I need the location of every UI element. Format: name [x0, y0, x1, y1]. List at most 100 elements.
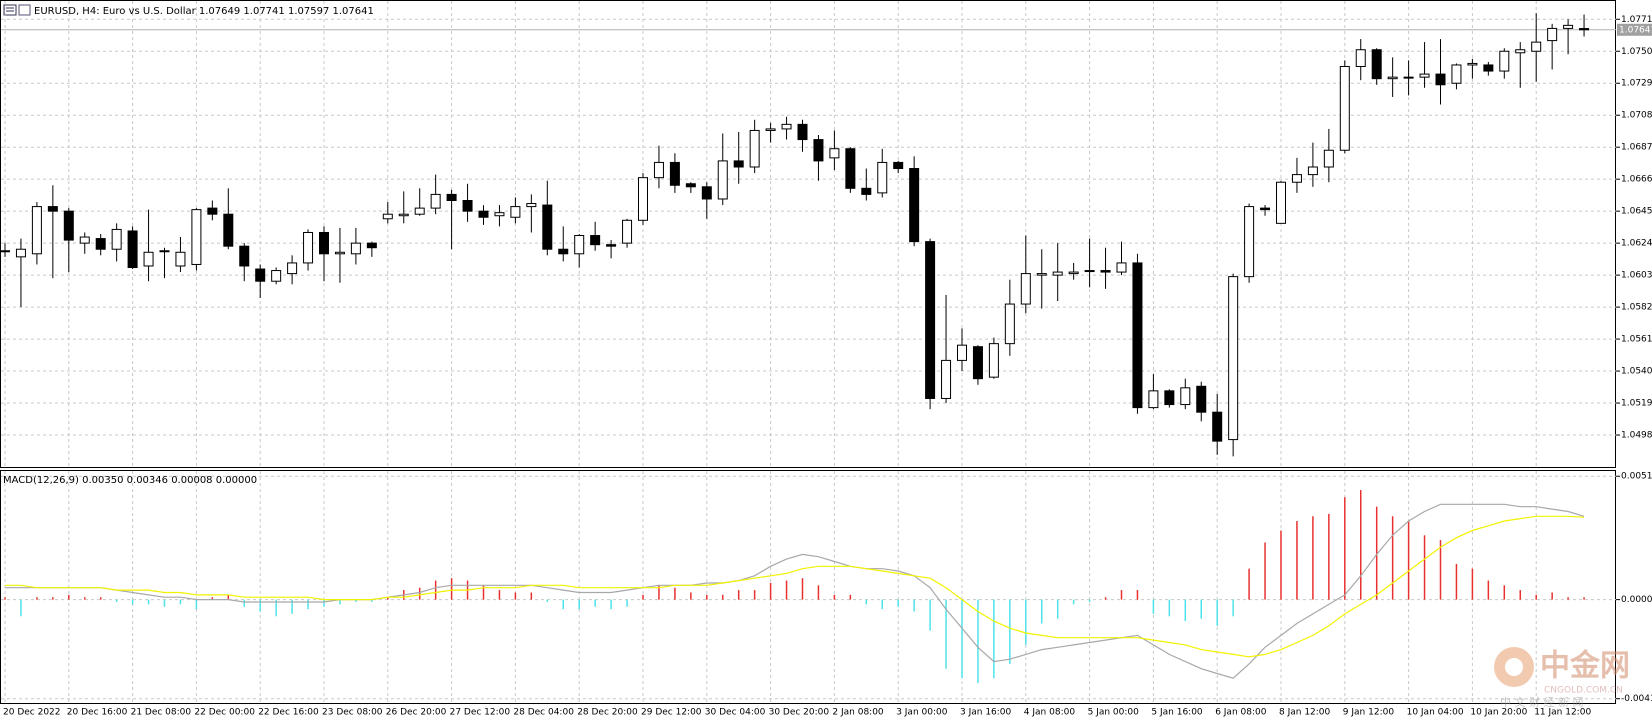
x-tick-label: 5 Jan 16:00: [1151, 708, 1203, 718]
candle-body: [207, 207, 218, 215]
x-tick-label: 6 Jan 08:00: [1215, 708, 1267, 718]
candle-body: [1547, 27, 1558, 42]
candle-body: [669, 161, 680, 186]
x-tick-label: 9 Jan 12:00: [1343, 708, 1395, 718]
candle-body: [941, 359, 952, 399]
candle-body: [733, 160, 744, 168]
candle-body: [1531, 41, 1542, 52]
candle-body: [1371, 49, 1382, 80]
candle-body: [1036, 273, 1047, 276]
main-panel: [0, 0, 1616, 468]
candle-body: [893, 161, 904, 170]
current-price-label: 1.07641: [1619, 25, 1652, 35]
x-tick-label: 22 Dec 00:00: [194, 708, 255, 718]
candle-body: [1004, 303, 1015, 345]
candle-body: [350, 242, 361, 255]
candle-body: [1499, 50, 1510, 72]
candle-body: [111, 228, 122, 250]
y-tick-label: 1.05400: [1621, 367, 1652, 377]
x-tick-label: 10 Jan 04:00: [1407, 708, 1464, 718]
candle-body: [159, 250, 170, 253]
candle-body: [1228, 276, 1239, 441]
candle-body: [510, 206, 521, 218]
candle-body: [63, 210, 74, 241]
x-tick-label: 28 Dec 20:00: [577, 708, 638, 718]
candle-body: [1579, 28, 1590, 31]
x-tick-label: 2 Jan 08:00: [832, 708, 884, 718]
x-tick-label: 22 Dec 16:00: [258, 708, 319, 718]
candle-body: [909, 168, 920, 243]
candle-body: [366, 242, 377, 249]
candle-body: [271, 270, 282, 282]
candle-body: [143, 251, 154, 267]
x-tick-label: 11 Jan 12:00: [1534, 708, 1591, 718]
candle-body: [1132, 262, 1143, 409]
candle-body: [1419, 73, 1430, 78]
macd-line: [5, 515, 1585, 658]
candle-body: [303, 231, 314, 264]
candle-body: [462, 199, 473, 212]
candle-body: [398, 213, 409, 217]
y-tick-label: 1.06450: [1621, 207, 1652, 217]
candle-body: [382, 213, 393, 220]
candle-body: [526, 203, 537, 208]
candle-body: [1451, 64, 1462, 84]
candle-body: [319, 231, 329, 255]
y-tick-label: 1.05190: [1621, 399, 1652, 409]
current-price-box: [1617, 23, 1652, 36]
candle-body: [590, 235, 601, 246]
candle-body: [1483, 64, 1494, 72]
x-tick-label: 27 Dec 12:00: [450, 708, 511, 718]
x-tick-label: 20 Dec 2022: [3, 708, 61, 718]
candle-body: [191, 209, 202, 265]
y-tick-label: 0.00518: [1621, 472, 1652, 482]
y-tick-label: 0.00000: [1621, 595, 1652, 605]
candle-body: [1307, 166, 1318, 176]
candle-body: [653, 161, 664, 179]
x-tick-label: 29 Dec 12:00: [641, 708, 702, 718]
candle-body: [925, 241, 936, 399]
x-tick-label: 20 Dec 16:00: [67, 708, 128, 718]
candle-body: [79, 236, 90, 244]
y-tick-label: 1.06030: [1621, 271, 1652, 281]
y-tick-label: 1.05610: [1621, 335, 1652, 345]
x-tick-label: 30 Dec 20:00: [769, 708, 830, 718]
candle-body: [877, 161, 888, 194]
candle-body: [494, 212, 505, 217]
candle-body: [446, 193, 457, 201]
candle-body: [1260, 207, 1271, 211]
x-tick-label: 8 Jan 12:00: [1279, 708, 1331, 718]
candle-body: [638, 177, 648, 221]
y-tick-label: 1.07710: [1621, 15, 1652, 25]
candle-body: [1563, 24, 1574, 29]
candle-body: [15, 248, 26, 258]
candle-body: [1435, 73, 1446, 86]
y-tick-label: 1.04980: [1621, 431, 1652, 441]
candle-body: [1164, 390, 1175, 406]
candle-body: [1355, 49, 1366, 67]
candle-body: [861, 187, 872, 195]
x-tick-label: 28 Dec 04:00: [513, 708, 574, 718]
candle-body: [0, 250, 10, 253]
candle-body: [765, 128, 776, 131]
candle-body: [1291, 174, 1302, 183]
candle-body: [47, 206, 58, 212]
candle-body: [334, 251, 345, 255]
y-tick-label: 1.07080: [1621, 111, 1652, 121]
watermark-site: CNGOLD.COM.CN: [1544, 686, 1623, 696]
candle-body: [1116, 262, 1127, 273]
x-tick-label: 5 Jan 00:00: [1088, 708, 1140, 718]
watermark-name: 中金网: [1540, 649, 1630, 684]
x-tick-label: 26 Dec 20:00: [386, 708, 447, 718]
x-tick-label: 3 Jan 00:00: [896, 708, 948, 718]
watermark: 中金网 CNGOLD.COM.CN 中 文 财 经 新 闻: [1494, 647, 1630, 709]
y-tick-label: -0.00416: [1621, 694, 1652, 704]
x-tick-label: 30 Dec 04:00: [705, 708, 766, 718]
candle-body: [127, 230, 138, 269]
candle-body: [255, 268, 266, 282]
x-tick-label: 3 Jan 16:00: [960, 708, 1012, 718]
candle-body: [988, 343, 999, 378]
candle-body: [829, 148, 840, 159]
